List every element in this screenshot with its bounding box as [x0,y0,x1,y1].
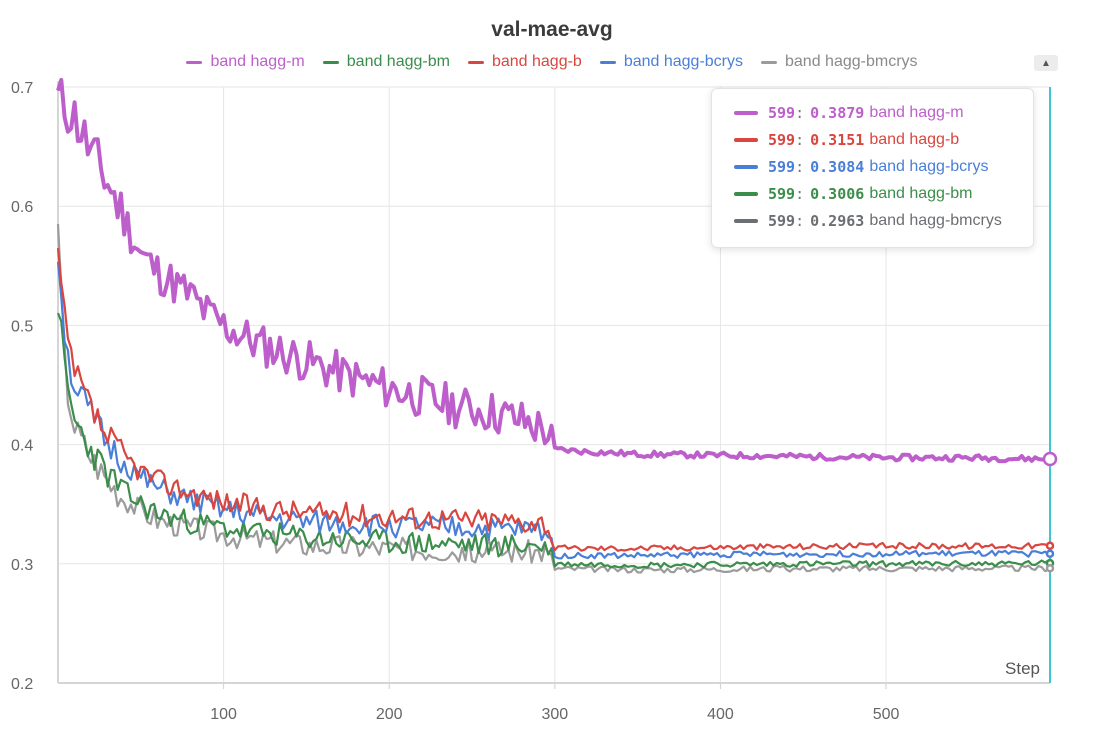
tooltip-row: 599: 0.3084 band hagg-bcrys [734,158,989,176]
legend-label: band hagg-m [210,53,305,70]
legend-swatch [599,60,616,64]
tooltip-step: 599 [768,185,796,203]
tooltip-label: band hagg-bm [869,185,973,202]
tooltip-row: 599: 0.3006 band hagg-bm [734,185,973,203]
x-tick-label: 400 [707,706,734,723]
legend-label: band hagg-bcrys [623,53,743,70]
hover-marker [1045,549,1055,559]
tooltip-label: band hagg-bmcrys [869,212,1002,229]
chart-title: val-mae-avg [491,18,613,41]
tooltip-colon: : [795,104,805,122]
legend-label: band hagg-b [491,53,582,70]
tooltip-value: 0.3151 [810,131,865,149]
x-tick-label: 100 [210,706,237,723]
up-down-arrows-icon[interactable]: ▲ [1034,55,1058,71]
series-line-band-hagg-m [56,77,1049,464]
legend-item-hagg-m[interactable]: band hagg-m [186,53,305,71]
x-tick-label: 200 [376,706,403,723]
series-line-band-hagg-bm [56,312,1049,569]
tooltip-step: 599 [768,131,796,149]
tooltip-colon: : [795,131,805,149]
x-axis-label: Step [1005,659,1040,678]
series-line-band-hagg-b [56,247,1049,552]
tooltip-label: band hagg-b [869,131,960,148]
legend-item-hagg-b[interactable]: band hagg-b [467,53,582,71]
tooltip-label: band hagg-bcrys [869,158,989,175]
legend-swatch [322,60,339,64]
tooltip-swatch [734,165,758,169]
tooltip-row: 599: 0.3879 band hagg-m [734,104,964,122]
legend-swatch [467,60,484,64]
legend-label: band hagg-bm [346,53,450,70]
hover-cursor [1042,87,1058,683]
legend: band hagg-m band hagg-bm band hagg-b ban… [0,53,1104,71]
tooltip-row: 599: 0.2963 band hagg-bmcrys [734,212,1002,230]
tooltip-value: 0.3084 [810,158,865,176]
tooltip-value: 0.3879 [810,104,865,122]
tooltip-swatch [734,219,758,223]
y-tick-label: 0.3 [11,557,33,574]
legend-item-hagg-bmcrys[interactable]: band hagg-bmcrys [761,53,918,71]
y-tick-label: 0.2 [11,676,33,693]
tooltip-swatch [734,111,758,115]
tooltip-row: 599: 0.3151 band hagg-b [734,131,959,149]
hover-marker [1042,451,1058,467]
legend-swatch [186,60,203,64]
legend-item-hagg-bcrys[interactable]: band hagg-bcrys [599,53,743,71]
y-tick-label: 0.7 [11,80,33,97]
x-tick-label: 300 [541,706,568,723]
y-tick-label: 0.5 [11,318,33,335]
tooltip-step: 599 [768,212,796,230]
legend-label: band hagg-bmcrys [785,53,918,70]
tooltip-value: 0.3006 [810,185,865,203]
tooltip-step: 599 [768,104,796,122]
legend-item-hagg-bm[interactable]: band hagg-bm [322,53,450,71]
series-line-band-hagg-bmcrys [56,224,1049,574]
y-tick-label: 0.4 [11,438,33,455]
tooltip-colon: : [795,212,805,230]
axes: 0.2 0.3 0.4 0.5 0.6 0.7 100 200 300 400 500 [11,80,1050,723]
tooltip-colon: : [795,185,805,203]
tooltip-step: 599 [768,158,796,176]
x-tick-label: 500 [873,706,900,723]
tooltip-colon: : [795,158,805,176]
hover-marker [1045,541,1055,551]
legend-swatch [761,60,777,64]
tooltip-swatch [734,192,758,196]
series-group [56,77,1050,574]
tooltip-value: 0.2963 [810,212,865,230]
tooltip-swatch [734,138,758,142]
hover-marker [1045,563,1055,573]
tooltip-label: band hagg-m [869,104,964,121]
y-tick-label: 0.6 [11,199,33,216]
hover-tooltip: 599: 0.3879 band hagg-m 599: 0.3151 band… [711,88,1034,248]
